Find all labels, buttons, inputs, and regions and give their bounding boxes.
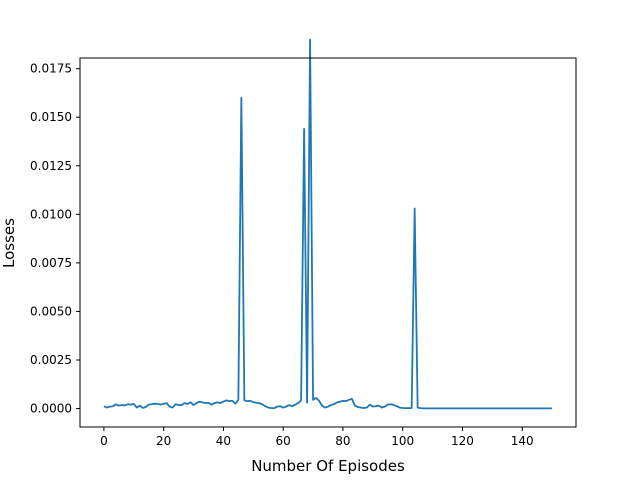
x-axis-ticks: 0 20 40 60 80 100 120 140 — [100, 427, 534, 448]
y-tick-label: 0.0125 — [30, 159, 72, 173]
y-tick-label: 0.0000 — [30, 402, 72, 416]
x-tick-label: 0 — [100, 434, 108, 448]
x-tick-label: 40 — [216, 434, 231, 448]
y-tick-label: 0.0025 — [30, 353, 72, 367]
y-tick-label: 0.0050 — [30, 304, 72, 318]
x-tick-label: 140 — [511, 434, 534, 448]
plot-area — [80, 58, 576, 427]
y-tick-label: 0.0100 — [30, 207, 72, 221]
x-axis-title: Number Of Episodes — [251, 457, 405, 475]
y-axis-ticks: 0.0000 0.0025 0.0050 0.0075 0.0100 0.0125 0.01… — [30, 62, 80, 416]
y-tick-label: 0.0150 — [30, 110, 72, 124]
series-layer — [103, 38, 553, 410]
y-axis-title: Losses — [0, 218, 18, 268]
x-tick-label: 20 — [156, 434, 171, 448]
x-tick-label: 80 — [335, 434, 350, 448]
loss-series-line — [103, 38, 553, 410]
y-tick-label: 0.0175 — [30, 62, 72, 76]
x-tick-label: 60 — [276, 434, 291, 448]
x-tick-label: 100 — [391, 434, 414, 448]
y-tick-label: 0.0075 — [30, 256, 72, 270]
x-tick-label: 120 — [451, 434, 474, 448]
plot-frame — [79, 57, 577, 428]
